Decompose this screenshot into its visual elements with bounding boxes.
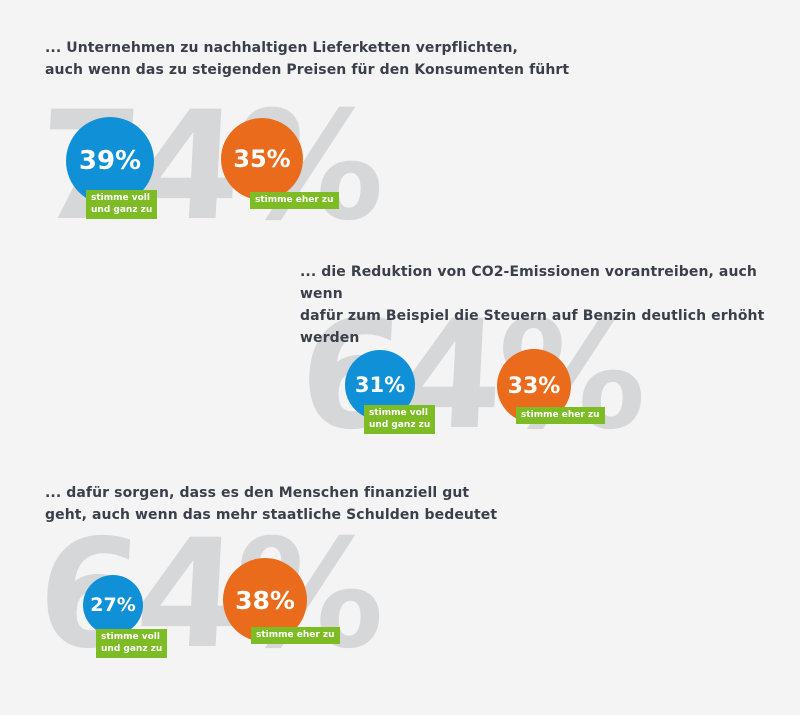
statement-section-3: 64% ... dafür sorgen, dass es den Mensch… [0, 470, 800, 715]
statement-heading-line: ... Unternehmen zu nachhaltigen Lieferke… [45, 40, 518, 56]
statement-heading: ... die Reduktion von CO2-Emissionen vor… [300, 261, 800, 349]
partial-agree-value: 38% [235, 585, 295, 615]
partial-agree-value: 35% [233, 145, 291, 173]
statement-heading: ... dafür sorgen, dass es den Menschen f… [45, 482, 497, 526]
partial-agree-bubble: 38% [223, 558, 307, 642]
statement-section-2: 64% ... die Reduktion von CO2-Emissionen… [0, 245, 800, 480]
statement-heading-line: ... dafür sorgen, dass es den Menschen f… [45, 485, 470, 501]
partial-agree-value: 33% [507, 373, 561, 399]
partial-agree-label: stimme eher zu [251, 627, 340, 644]
statement-heading-line: ... die Reduktion von CO2-Emissionen vor… [300, 264, 757, 302]
statement-heading: ... Unternehmen zu nachhaltigen Lieferke… [45, 37, 569, 81]
full-agree-value: 31% [354, 373, 406, 397]
full-agree-value: 39% [78, 146, 142, 176]
full-agree-label: stimme voll und ganz zu [86, 190, 158, 219]
partial-agree-label: stimme eher zu [250, 192, 339, 209]
full-agree-label: stimme voll und ganz zu [96, 629, 168, 658]
partial-agree-bubble: 35% [221, 118, 303, 200]
full-agree-label-line: stimme voll [101, 632, 160, 642]
statement-section-1: 74% ... Unternehmen zu nachhaltigen Lief… [0, 0, 800, 254]
statement-heading-line: geht, auch wenn das mehr staatliche Schu… [45, 507, 498, 523]
full-agree-label-line: und ganz zu [91, 205, 153, 215]
full-agree-value: 27% [90, 594, 136, 616]
full-agree-label-line: und ganz zu [101, 644, 163, 654]
full-agree-label-line: und ganz zu [369, 420, 431, 430]
full-agree-label-line: stimme voll [369, 408, 428, 418]
full-agree-bubble: 27% [83, 575, 143, 635]
full-agree-label-line: stimme voll [91, 193, 150, 203]
partial-agree-label: stimme eher zu [516, 407, 605, 424]
statement-heading-line: dafür zum Beispiel die Steuern auf Benzi… [300, 308, 765, 346]
statement-heading-line: auch wenn das zu steigenden Preisen für … [45, 62, 570, 78]
full-agree-label: stimme voll und ganz zu [364, 405, 436, 434]
